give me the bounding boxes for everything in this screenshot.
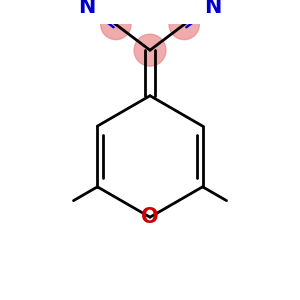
- Text: O: O: [141, 207, 159, 227]
- Circle shape: [169, 9, 200, 40]
- Text: N: N: [204, 0, 221, 17]
- Circle shape: [100, 9, 131, 40]
- Circle shape: [134, 34, 166, 66]
- Text: N: N: [79, 0, 96, 17]
